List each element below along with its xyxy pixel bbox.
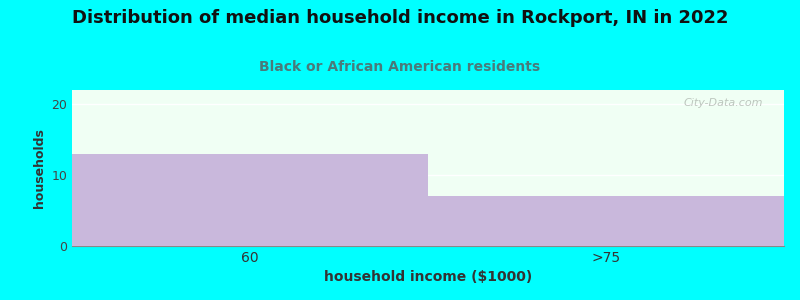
Bar bbox=[428, 196, 784, 246]
X-axis label: household income ($1000): household income ($1000) bbox=[324, 270, 532, 284]
Bar bbox=[72, 154, 428, 246]
Y-axis label: households: households bbox=[33, 128, 46, 208]
Text: City-Data.com: City-Data.com bbox=[683, 98, 762, 108]
Text: Distribution of median household income in Rockport, IN in 2022: Distribution of median household income … bbox=[72, 9, 728, 27]
Text: Black or African American residents: Black or African American residents bbox=[259, 60, 541, 74]
